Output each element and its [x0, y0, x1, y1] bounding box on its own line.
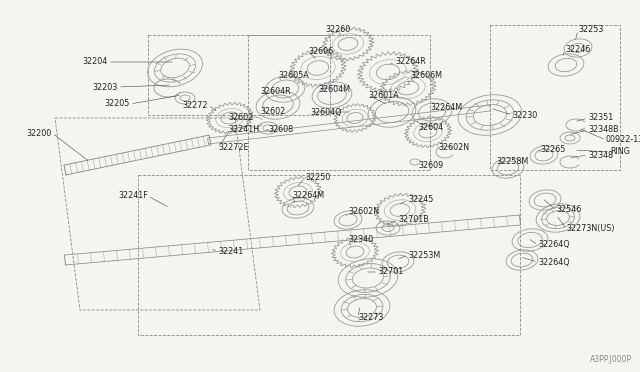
Text: 32245: 32245: [408, 196, 433, 205]
Text: 32546: 32546: [556, 205, 581, 215]
Text: 32602N: 32602N: [348, 208, 379, 217]
Text: 32606: 32606: [308, 48, 333, 57]
Text: 32351: 32351: [588, 113, 613, 122]
Text: 32203: 32203: [93, 83, 118, 92]
Text: 32602N: 32602N: [438, 144, 469, 153]
Text: 32264Q: 32264Q: [538, 257, 570, 266]
Text: 32260: 32260: [325, 26, 351, 35]
Text: 32601A: 32601A: [368, 90, 399, 99]
Text: 32200: 32200: [27, 128, 52, 138]
Text: 32604: 32604: [418, 124, 443, 132]
Text: 32340: 32340: [348, 235, 373, 244]
Text: 32604M: 32604M: [318, 84, 350, 93]
Text: 32241: 32241: [218, 247, 243, 257]
Text: 32230: 32230: [512, 110, 537, 119]
Text: 32273: 32273: [358, 314, 383, 323]
Text: 32246: 32246: [565, 45, 590, 55]
Text: 32609: 32609: [418, 160, 444, 170]
Text: A3PP.J000P: A3PP.J000P: [590, 355, 632, 364]
Text: 32273N(US): 32273N(US): [566, 224, 614, 232]
Text: 32205: 32205: [104, 99, 130, 109]
Text: 32348B: 32348B: [588, 125, 619, 135]
Text: 32204: 32204: [83, 58, 108, 67]
Text: 32264Q: 32264Q: [538, 241, 570, 250]
Text: 32605A: 32605A: [278, 71, 308, 80]
Text: 32606M: 32606M: [410, 71, 442, 80]
Text: 32604Q: 32604Q: [310, 108, 342, 116]
Text: RING: RING: [610, 148, 630, 157]
Text: 32241F: 32241F: [118, 192, 148, 201]
Text: 00922-13200: 00922-13200: [606, 135, 640, 144]
Text: 32272E: 32272E: [218, 144, 248, 153]
Text: 32264R: 32264R: [395, 58, 426, 67]
Text: 32264M: 32264M: [292, 190, 324, 199]
Text: 32348: 32348: [588, 151, 613, 160]
Text: 32253M: 32253M: [408, 250, 440, 260]
Text: 32258M: 32258M: [496, 157, 528, 167]
Text: 32250: 32250: [305, 173, 330, 183]
Text: 32272: 32272: [182, 100, 208, 109]
Text: 32701B: 32701B: [398, 215, 429, 224]
Text: 32602: 32602: [228, 113, 253, 122]
Text: 32253: 32253: [578, 26, 604, 35]
Text: 32265: 32265: [540, 145, 565, 154]
Text: 32602: 32602: [260, 108, 285, 116]
Text: 32701: 32701: [378, 267, 403, 276]
Text: 32264M: 32264M: [430, 103, 462, 112]
Text: 32241H: 32241H: [228, 125, 259, 135]
Text: 32604R: 32604R: [260, 87, 291, 96]
Text: 32608: 32608: [268, 125, 293, 135]
